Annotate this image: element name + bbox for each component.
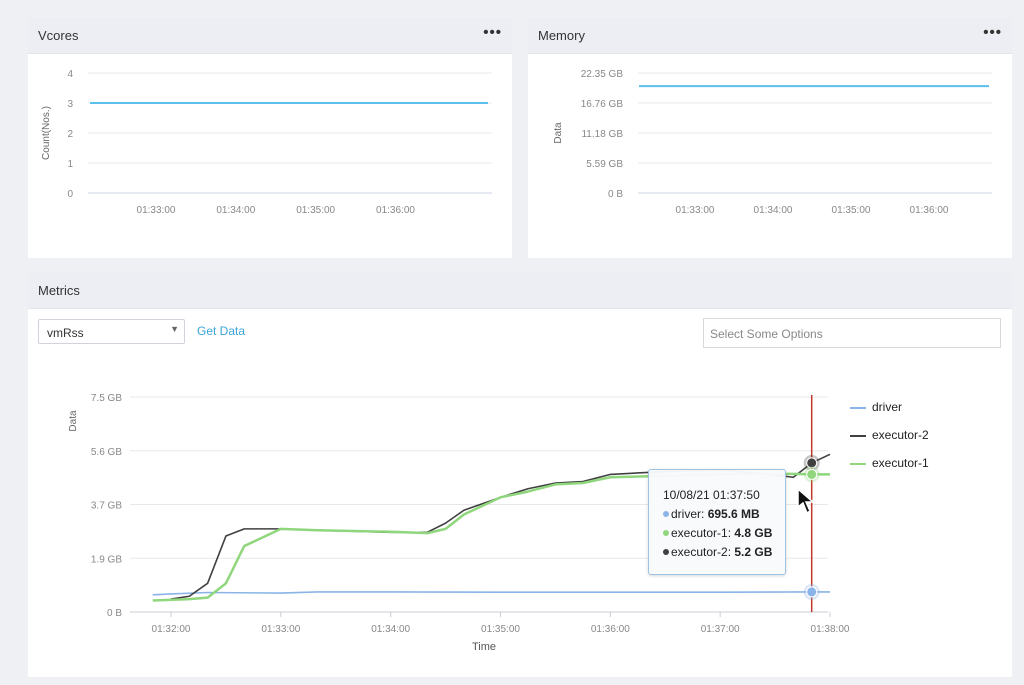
memory-header: Memory ••• bbox=[528, 18, 1012, 54]
memory-title: Memory bbox=[538, 28, 585, 43]
vcores-xtick-label: 01:34:00 bbox=[216, 205, 255, 216]
tooltip-dot-executor-2 bbox=[663, 549, 669, 555]
memory-ytick-label: 5.59 GB bbox=[586, 159, 623, 170]
vcores-menu-button[interactable]: ••• bbox=[483, 24, 502, 41]
tooltip-date: 10/08/21 01:37:50 bbox=[663, 488, 760, 502]
tooltip-label-driver: driver: bbox=[671, 507, 708, 521]
vcores-ytick-label: 4 bbox=[67, 69, 73, 80]
vcores-title: Vcores bbox=[38, 28, 79, 43]
chevron-down-icon: ▼ bbox=[170, 324, 179, 334]
memory-xtick-label: 01:33:00 bbox=[676, 205, 715, 216]
metrics-title: Metrics bbox=[38, 283, 80, 298]
metric-select[interactable]: vmRss ▼ bbox=[38, 319, 185, 344]
vcores-panel: Vcores ••• 4 3 2 1 0 01:33:00 01:34:00 01:35:00… bbox=[28, 18, 512, 258]
memory-xtick-label: 01:34:00 bbox=[754, 205, 793, 216]
memory-ylabel: Data bbox=[553, 122, 564, 144]
legend-label-executor-1: executor-1 bbox=[872, 456, 929, 470]
vcores-xtick-label: 01:35:00 bbox=[296, 205, 335, 216]
memory-ytick-label: 0 B bbox=[608, 189, 623, 200]
vcores-ytick-label: 1 bbox=[67, 159, 73, 170]
legend-swatch-driver bbox=[850, 407, 866, 409]
vcores-chart: 4 3 2 1 0 01:33:00 01:34:00 01:35:00 01:36:00 Cou… bbox=[41, 69, 492, 216]
tooltip-value-executor-2: 5.2 GB bbox=[734, 545, 773, 559]
vcores-ylabel: Count(Nos.) bbox=[41, 106, 52, 160]
tooltip-value-executor-1: 4.8 GB bbox=[734, 526, 773, 540]
metric-select-value: vmRss bbox=[47, 326, 84, 340]
legend-label-executor-2: executor-2 bbox=[872, 428, 929, 442]
legend-label-driver: driver bbox=[872, 400, 903, 414]
legend-swatch-executor-2 bbox=[850, 435, 866, 437]
chart-tooltip: 10/08/21 01:37:50 driver: 695.6 MB execu… bbox=[648, 469, 786, 575]
options-placeholder: Select Some Options bbox=[710, 327, 823, 341]
tooltip-label-executor-1: executor-1: bbox=[671, 526, 735, 540]
get-data-link[interactable]: Get Data bbox=[197, 324, 246, 338]
memory-chart: 22.35 GB 16.76 GB 11.18 GB 5.59 GB 0 B 01:33:… bbox=[553, 69, 992, 216]
vcores-xtick-label: 01:36:00 bbox=[376, 205, 415, 216]
tooltip-value-driver: 695.6 MB bbox=[707, 507, 760, 521]
tooltip-label-executor-2: executor-2: bbox=[671, 545, 735, 559]
vcores-xtick-label: 01:33:00 bbox=[137, 205, 176, 216]
vcores-ytick-label: 2 bbox=[67, 129, 73, 140]
memory-ytick-label: 11.18 GB bbox=[581, 129, 623, 140]
vcores-ytick-label: 3 bbox=[67, 99, 73, 110]
options-multiselect[interactable]: Select Some Options bbox=[703, 318, 1001, 348]
vcores-header: Vcores ••• bbox=[28, 18, 512, 54]
tooltip-row-driver: driver: 695.6 MB bbox=[663, 507, 760, 521]
memory-ytick-label: 22.35 GB bbox=[581, 69, 624, 80]
tooltip-dot-executor-1 bbox=[663, 530, 669, 536]
tooltip-row-executor-2: executor-2: 5.2 GB bbox=[663, 545, 772, 559]
mouse-cursor-icon bbox=[797, 487, 816, 515]
memory-panel: Memory ••• 22.35 GB 16.76 GB 11.18 GB 5.59 … bbox=[528, 18, 1012, 258]
memory-xtick-label: 01:35:00 bbox=[832, 205, 871, 216]
memory-ytick-label: 16.76 GB bbox=[581, 99, 624, 110]
memory-menu-button[interactable]: ••• bbox=[983, 24, 1002, 41]
tooltip-row-executor-1: executor-1: 4.8 GB bbox=[663, 526, 772, 540]
memory-xtick-label: 01:36:00 bbox=[910, 205, 949, 216]
tooltip-dot-driver bbox=[663, 511, 669, 517]
legend-swatch-executor-1 bbox=[850, 463, 866, 465]
vcores-ytick-label: 0 bbox=[67, 189, 73, 200]
metrics-header: Metrics bbox=[28, 273, 1012, 309]
